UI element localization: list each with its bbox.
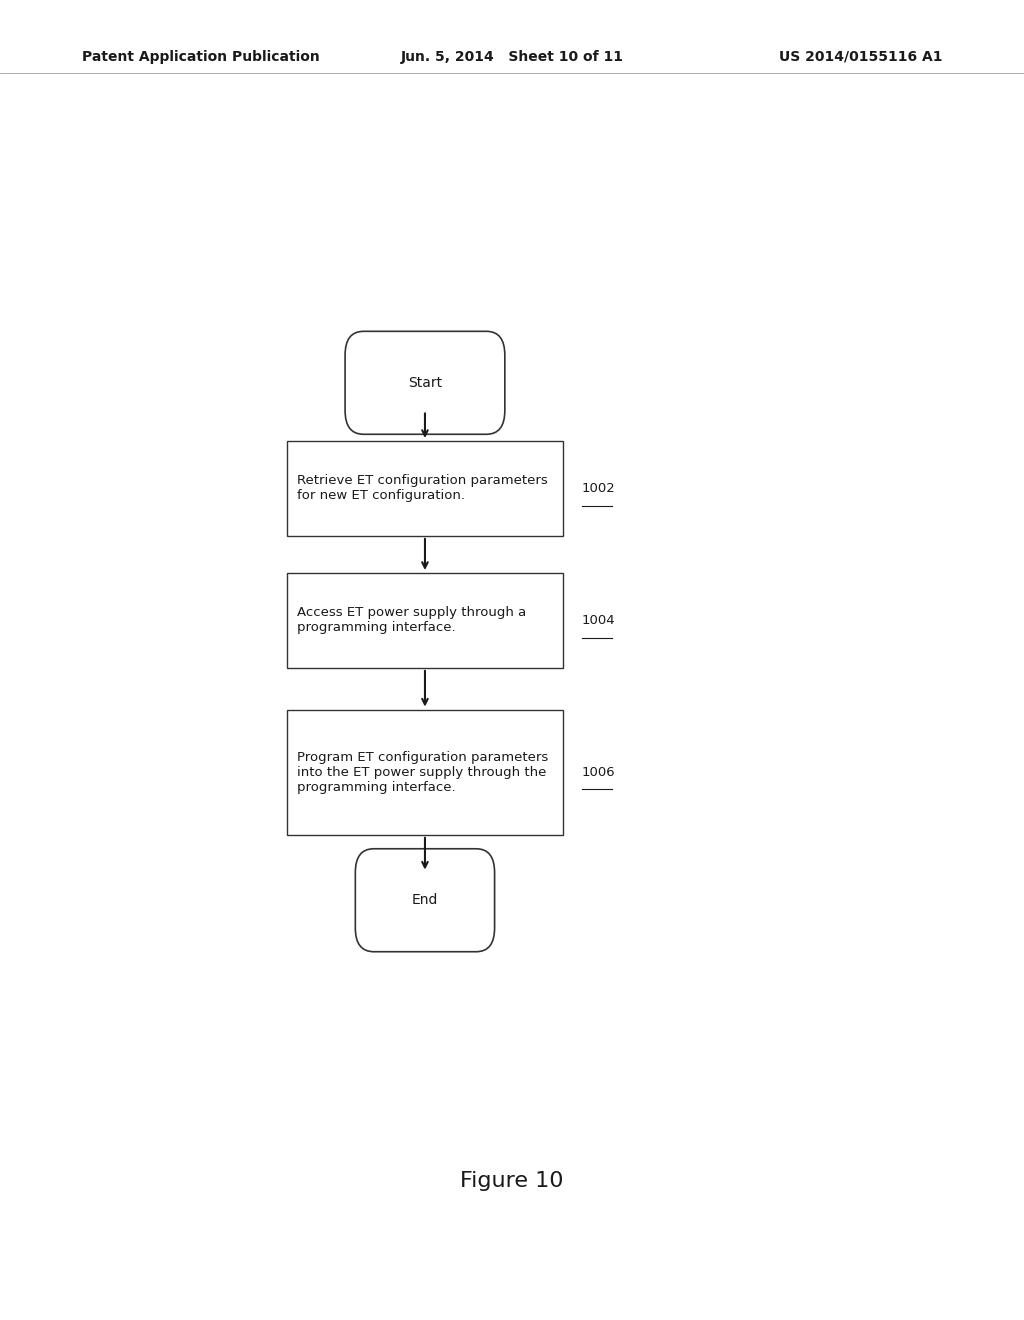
Text: Patent Application Publication: Patent Application Publication [82,50,319,63]
Text: End: End [412,894,438,907]
Text: 1004: 1004 [582,614,615,627]
Text: Start: Start [408,376,442,389]
FancyBboxPatch shape [287,573,563,668]
FancyBboxPatch shape [355,849,495,952]
Text: Figure 10: Figure 10 [460,1171,564,1192]
Text: Jun. 5, 2014   Sheet 10 of 11: Jun. 5, 2014 Sheet 10 of 11 [400,50,624,63]
Text: Retrieve ET configuration parameters
for new ET configuration.: Retrieve ET configuration parameters for… [297,474,548,503]
Text: 1002: 1002 [582,482,615,495]
Text: 1006: 1006 [582,766,615,779]
FancyBboxPatch shape [345,331,505,434]
FancyBboxPatch shape [287,710,563,836]
Text: Access ET power supply through a
programming interface.: Access ET power supply through a program… [297,606,526,635]
FancyBboxPatch shape [287,441,563,536]
Text: Program ET configuration parameters
into the ET power supply through the
program: Program ET configuration parameters into… [297,751,548,793]
Text: US 2014/0155116 A1: US 2014/0155116 A1 [778,50,942,63]
